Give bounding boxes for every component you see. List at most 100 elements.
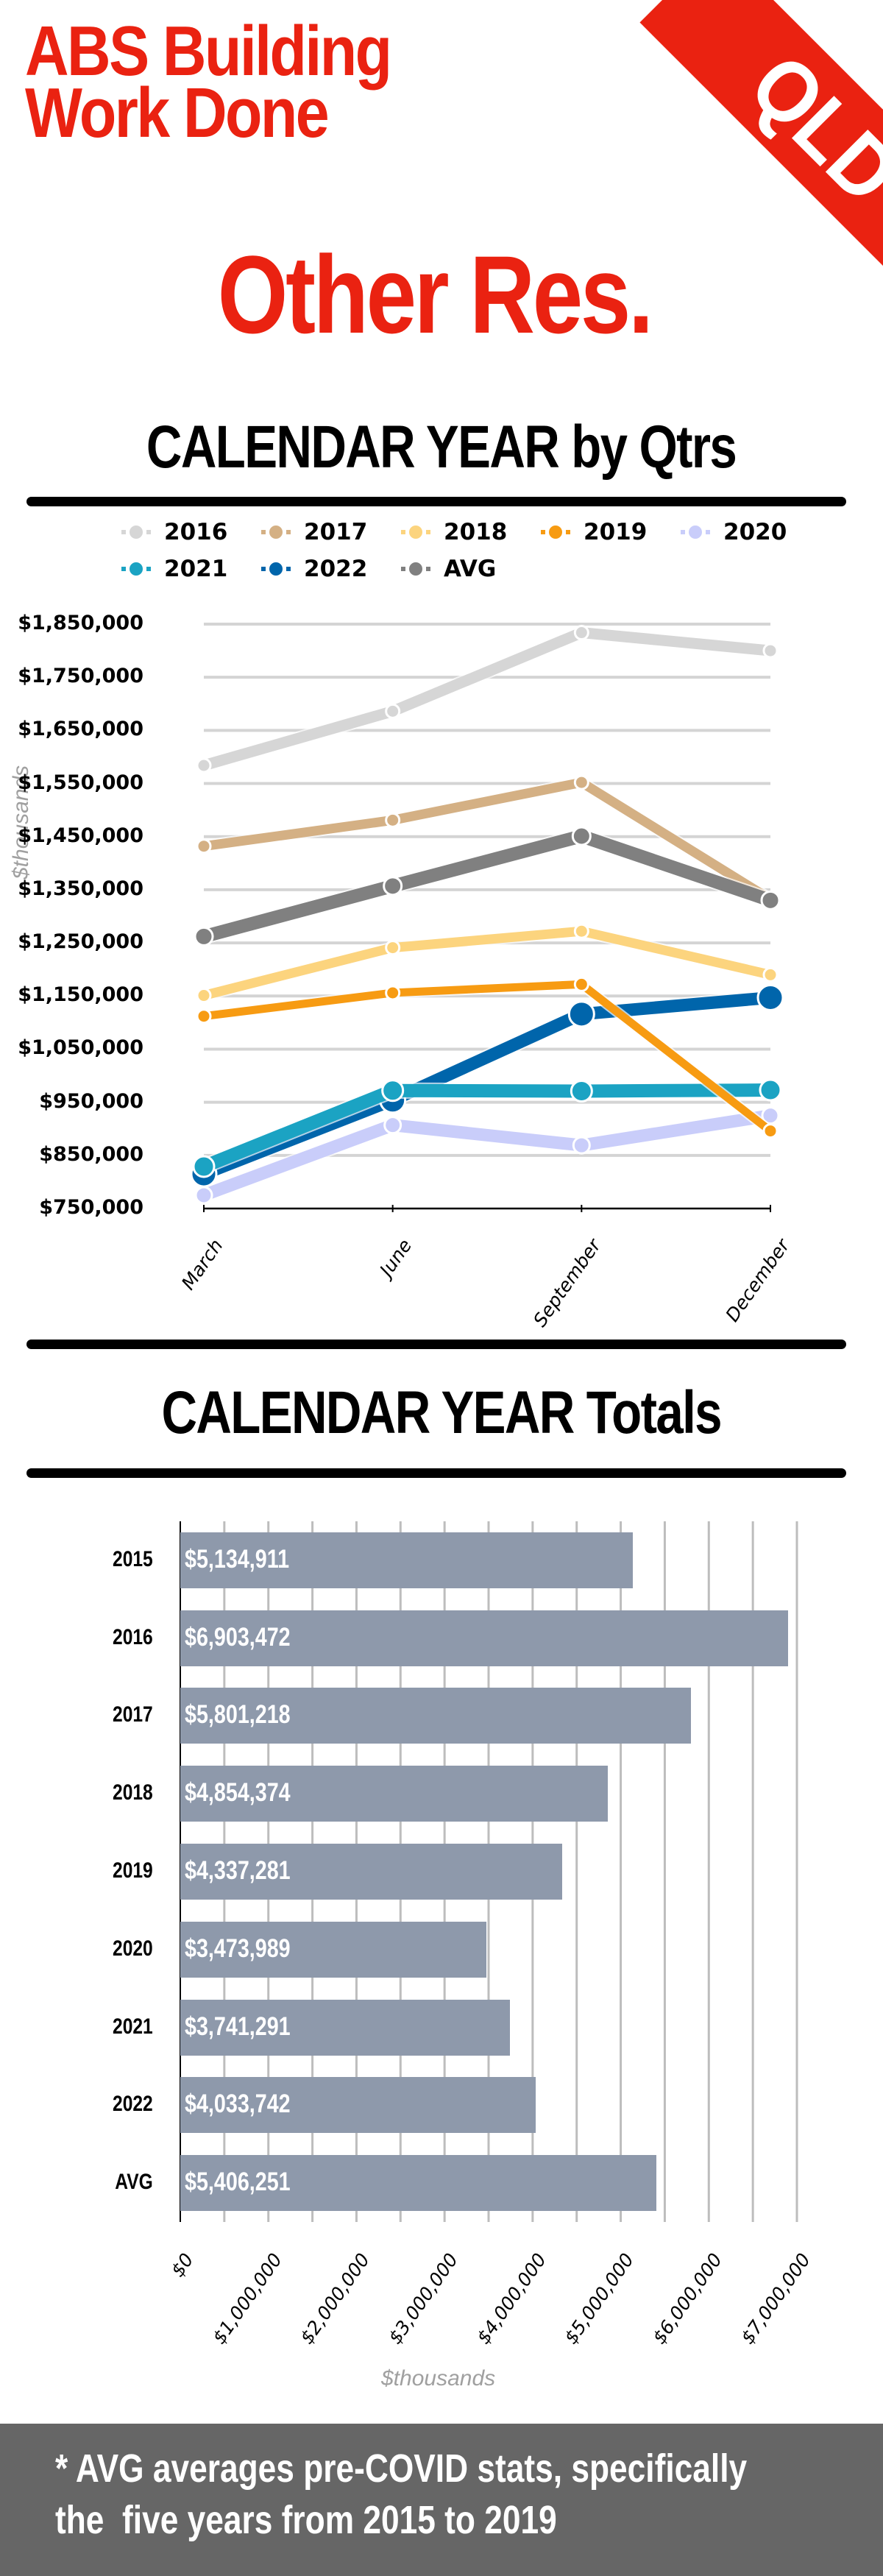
data-point (385, 812, 401, 828)
y-tick-label: $750,000 (39, 1196, 143, 1219)
y-tick-label: $1,150,000 (18, 983, 143, 1007)
series-line (202, 926, 772, 1000)
data-point (567, 1000, 595, 1028)
data-point (573, 625, 589, 641)
line-chart-title-text: CALENDAR YEAR by Qtrs (146, 414, 737, 481)
line-chart-title: CALENDAR YEAR by Qtrs (0, 414, 883, 481)
legend-label: 2016 (164, 519, 228, 545)
bar-value-label: $5,801,218 (185, 1700, 291, 1730)
series-2016 (196, 625, 779, 774)
footnote-text: * AVG averages pre-COVID stats, specific… (55, 2446, 748, 2542)
y-tick-label: $950,000 (39, 1089, 143, 1113)
y-tick-label: $1,050,000 (18, 1036, 143, 1060)
legend-label: 2017 (304, 519, 368, 545)
bar-value-label: $5,406,251 (185, 2168, 291, 2197)
data-point (196, 1008, 212, 1025)
bar-avg (180, 2155, 657, 2212)
legend-marker-icon (681, 523, 710, 541)
legend-marker-icon (261, 560, 291, 578)
data-point (385, 985, 401, 1001)
bar-category-label: AVG (115, 2170, 153, 2195)
bar-value-label: $5,134,911 (185, 1544, 290, 1574)
data-point (573, 774, 589, 790)
data-point (385, 940, 401, 956)
line-chart-y-ticks: $750,000 $850,000 $950,000 $1,050,000 $1,150… (0, 0, 143, 1251)
y-tick-label: $1,650,000 (18, 718, 143, 741)
bar-2015 (180, 1532, 633, 1588)
legend-label: 2022 (304, 556, 368, 582)
legend-item-2017[interactable]: 2017 (261, 519, 367, 545)
bar-chart-x-axis-title: $thousands (381, 2366, 496, 2391)
line-chart (190, 623, 784, 1212)
series-2019 (196, 976, 779, 1139)
y-tick-label: $1,350,000 (18, 877, 143, 900)
bar-category-label: 2018 (113, 1780, 153, 1805)
bar-value-label: $3,473,989 (185, 1933, 291, 1963)
y-tick-label: $1,550,000 (18, 771, 143, 794)
legend-item-2018[interactable]: 2018 (401, 519, 507, 545)
legend-item-2020[interactable]: 2020 (681, 519, 787, 545)
legend-label: 2021 (164, 556, 228, 582)
series-line (202, 829, 773, 944)
data-point (383, 1116, 403, 1135)
y-tick-label: $850,000 (39, 1142, 143, 1166)
data-point (383, 876, 403, 896)
data-point (759, 1078, 782, 1102)
series-line (202, 627, 771, 771)
legend-item-2022[interactable]: 2022 (261, 556, 367, 582)
legend-marker-icon (401, 560, 430, 578)
category-label: Other Res. (217, 233, 653, 356)
series-2018 (196, 923, 779, 1004)
bar-chart-title: CALENDAR YEAR Totals (0, 1380, 883, 1446)
bar-2018 (180, 1766, 609, 1822)
report-title-line2: Work Done (25, 74, 330, 152)
data-point (573, 923, 589, 939)
category-title: Other Res. (0, 239, 883, 350)
bar-value-label: $4,854,374 (185, 1778, 291, 1808)
legend-marker-icon (261, 523, 291, 541)
bar-chart-grid (180, 1521, 798, 2222)
data-point (572, 1136, 591, 1155)
data-point (570, 1079, 593, 1103)
legend-marker-icon (541, 523, 570, 541)
bar-category-label: 2015 (113, 1546, 153, 1571)
data-point (762, 643, 779, 659)
legend-label: 2020 (723, 519, 787, 545)
y-tick-label: $1,250,000 (18, 930, 143, 954)
bar-category-label: 2021 (113, 2014, 153, 2039)
bar-category-label: 2020 (113, 1936, 153, 1961)
legend-item-avg[interactable]: AVG (401, 556, 496, 582)
legend-marker-icon (121, 523, 151, 541)
footnote-panel: * AVG averages pre-COVID stats, specific… (0, 2424, 883, 2576)
series-2020 (194, 1106, 780, 1205)
bar-2016 (180, 1610, 789, 1666)
legend-marker-icon (121, 560, 151, 578)
series-line (203, 777, 773, 904)
bar-value-label: $6,903,472 (185, 1622, 291, 1652)
legend-label: 2019 (584, 519, 648, 545)
legend-item-2021[interactable]: 2021 (121, 556, 227, 582)
bar-value-label: $4,337,281 (185, 1856, 291, 1885)
series-line (201, 1083, 771, 1173)
data-point (756, 983, 784, 1011)
bar-category-label: 2016 (113, 1624, 153, 1649)
report-title: ABS Building Work Done (25, 16, 392, 152)
bar-2022 (180, 2077, 536, 2134)
y-tick-label: $1,750,000 (18, 665, 143, 688)
series-line (203, 980, 773, 1134)
data-point (196, 757, 212, 774)
data-point (571, 826, 592, 846)
y-tick-label: $1,850,000 (18, 612, 143, 634)
data-point (762, 1123, 779, 1139)
legend-item-2019[interactable]: 2019 (541, 519, 647, 545)
bar-chart-title-text: CALENDAR YEAR Totals (161, 1379, 723, 1446)
bar-category-label: 2022 (113, 2092, 153, 2117)
legend-label: AVG (444, 556, 497, 582)
data-point (760, 890, 781, 910)
series-2021 (192, 1078, 782, 1178)
legend-item-2016[interactable]: 2016 (121, 519, 227, 545)
bar-2017 (180, 1688, 692, 1744)
bar-category-label: 2019 (113, 1858, 153, 1883)
divider (26, 497, 846, 506)
data-point (381, 1079, 405, 1103)
